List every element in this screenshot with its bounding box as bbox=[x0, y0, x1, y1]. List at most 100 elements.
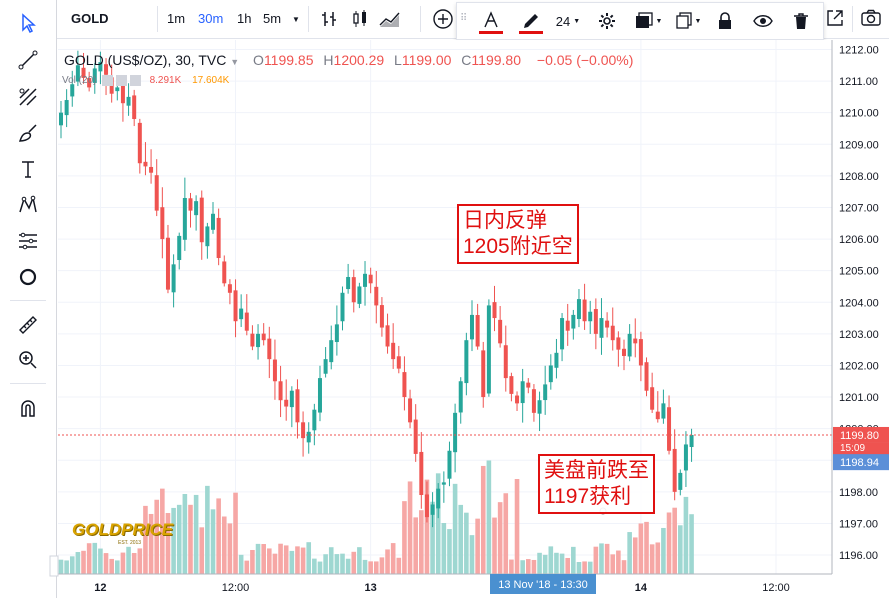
volume-bar bbox=[464, 512, 469, 574]
candle-body bbox=[526, 382, 531, 388]
volume-bar bbox=[103, 553, 109, 574]
brush-icon[interactable] bbox=[13, 118, 43, 148]
candle-body bbox=[143, 161, 148, 167]
chevron-down-icon[interactable]: ▼ bbox=[292, 15, 300, 24]
settings-gear-icon[interactable] bbox=[594, 9, 620, 33]
candle-body bbox=[250, 333, 255, 347]
eye-icon[interactable] bbox=[102, 75, 114, 86]
interval-1h[interactable]: 1h bbox=[237, 11, 252, 26]
candle-body bbox=[481, 350, 486, 398]
circle-shape-icon[interactable] bbox=[13, 262, 43, 292]
volume-bar bbox=[632, 537, 638, 574]
volume-bar bbox=[672, 507, 677, 574]
volume-bar bbox=[644, 521, 649, 574]
open-value: 1199.85 bbox=[263, 52, 314, 68]
price-tick-label: 1206.00 bbox=[839, 234, 879, 246]
volume-bar bbox=[227, 523, 233, 574]
volume-bar bbox=[452, 483, 458, 574]
volume-bars bbox=[58, 460, 694, 574]
visual-order-icon[interactable]: ▼ bbox=[631, 9, 665, 33]
font-size-select[interactable]: 24 ▼ bbox=[553, 9, 583, 33]
candle-body bbox=[59, 112, 63, 126]
candle-body bbox=[582, 299, 587, 322]
interval-1m[interactable]: 1m bbox=[167, 11, 186, 26]
candle-body bbox=[278, 381, 283, 401]
candle-body bbox=[306, 431, 311, 443]
cursor-icon[interactable] bbox=[13, 8, 43, 38]
volume-label[interactable]: Vol (20) bbox=[62, 75, 97, 87]
volume-bar bbox=[486, 460, 492, 574]
add-indicator-icon[interactable] bbox=[432, 8, 454, 35]
magnet-icon[interactable] bbox=[13, 394, 43, 424]
candle-body bbox=[194, 201, 199, 216]
volume-bar bbox=[216, 498, 221, 574]
volume-bar bbox=[531, 559, 537, 574]
volume-bar bbox=[312, 558, 317, 574]
interval-5m[interactable]: 5m bbox=[263, 11, 282, 26]
pitchfork-icon[interactable] bbox=[13, 82, 43, 112]
gear-icon[interactable] bbox=[116, 75, 128, 86]
price-tick-label: 1201.00 bbox=[839, 392, 879, 404]
price-tick-label: 1196.00 bbox=[839, 550, 878, 562]
high-label: H bbox=[323, 52, 334, 68]
candle-body bbox=[576, 299, 581, 320]
candle-body bbox=[436, 488, 441, 509]
candle-body bbox=[464, 340, 469, 384]
volume-bar bbox=[64, 560, 69, 574]
annotation-short-note[interactable]: 日内反弹 1205附近空 bbox=[457, 204, 579, 264]
zoom-in-icon[interactable] bbox=[13, 345, 43, 375]
chevron-down-icon[interactable]: ▼ bbox=[230, 57, 240, 67]
text-color-button[interactable] bbox=[477, 9, 505, 33]
candle-body bbox=[475, 315, 480, 347]
lock-icon[interactable] bbox=[713, 9, 737, 33]
price-tick-label: 1197.00 bbox=[839, 518, 878, 530]
price-tick-label: 1212.00 bbox=[839, 44, 879, 56]
candle-body bbox=[498, 319, 503, 344]
candle-body bbox=[357, 286, 362, 304]
scroll-left-handle bbox=[49, 555, 59, 577]
candle-body bbox=[531, 389, 536, 413]
volume-bar bbox=[390, 543, 396, 574]
drag-handle-icon[interactable]: ⠿ bbox=[460, 13, 468, 24]
candle-body bbox=[312, 409, 317, 431]
volume-bar bbox=[340, 553, 345, 574]
candle-body bbox=[627, 333, 632, 357]
candle-body bbox=[272, 359, 277, 382]
candle-body bbox=[650, 387, 655, 410]
trash-icon[interactable] bbox=[789, 9, 813, 33]
volume-bar bbox=[75, 552, 81, 574]
volume-bar bbox=[86, 543, 92, 574]
volume-bar bbox=[115, 560, 120, 574]
volume-bar bbox=[126, 546, 131, 574]
text-tool-icon[interactable] bbox=[13, 154, 43, 184]
candle-body bbox=[98, 62, 103, 72]
area-chart-icon[interactable] bbox=[379, 9, 401, 34]
close-icon[interactable] bbox=[129, 75, 141, 86]
fib-retracement-icon[interactable] bbox=[13, 226, 43, 256]
volume-bar bbox=[616, 550, 621, 574]
annotation-profit-note[interactable]: 美盘前跌至 1197获利 bbox=[538, 454, 655, 514]
interval-30m[interactable]: 30m bbox=[198, 11, 224, 26]
candle-body bbox=[289, 390, 294, 408]
clone-icon[interactable]: ▼ bbox=[671, 9, 705, 33]
pencil-icon[interactable] bbox=[517, 9, 545, 33]
bar-style-icon[interactable] bbox=[319, 9, 339, 34]
volume-bar bbox=[435, 473, 441, 574]
eye-icon[interactable] bbox=[750, 9, 776, 33]
pattern-icon[interactable] bbox=[13, 190, 43, 220]
camera-icon[interactable] bbox=[860, 8, 882, 33]
series-title[interactable]: GOLD (US$/OZ), 30, TVC bbox=[64, 52, 227, 68]
volume-ma-value: 17.604K bbox=[192, 75, 230, 87]
candles-icon[interactable] bbox=[350, 9, 370, 34]
fullscreen-icon[interactable] bbox=[825, 8, 845, 33]
volume-bar bbox=[441, 523, 447, 574]
ruler-icon[interactable] bbox=[13, 310, 43, 340]
candle-body bbox=[199, 197, 204, 243]
price-tick-label: 1198.00 bbox=[839, 487, 878, 499]
candle-body bbox=[227, 284, 232, 293]
candle-body bbox=[70, 84, 75, 97]
trend-line-icon[interactable] bbox=[13, 45, 43, 75]
candle-body bbox=[599, 318, 604, 338]
symbol-search[interactable]: GOLD bbox=[71, 11, 109, 26]
